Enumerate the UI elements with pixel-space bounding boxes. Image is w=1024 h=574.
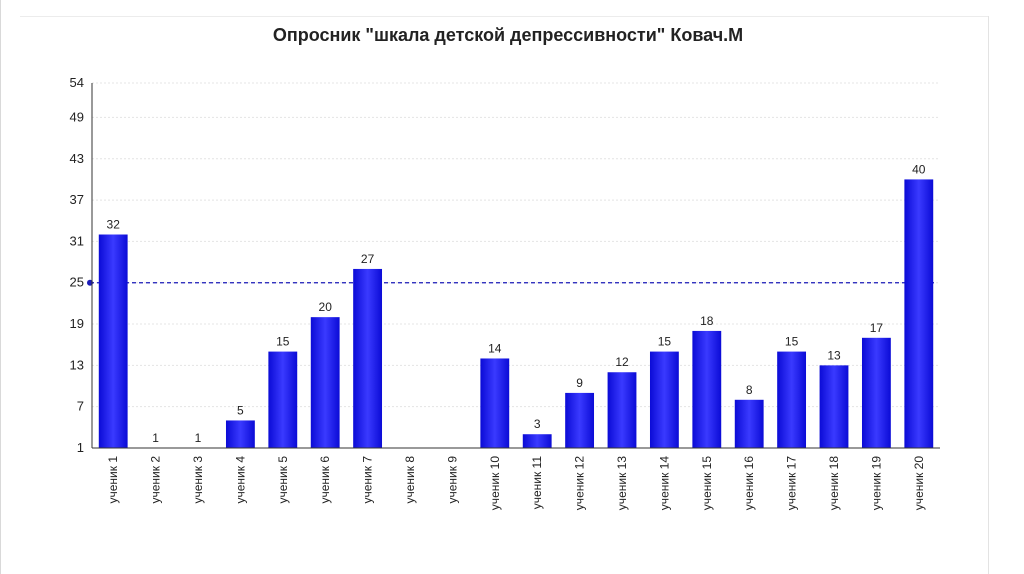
data-label: 17 <box>870 321 884 335</box>
y-tick-label: 1 <box>77 440 84 455</box>
x-tick-label: ученик 6 <box>318 456 332 504</box>
data-label: 27 <box>361 252 375 266</box>
bar <box>819 365 849 448</box>
data-label: 40 <box>912 162 926 176</box>
x-tick-label: ученик 20 <box>912 456 926 511</box>
y-tick-label: 54 <box>70 75 84 90</box>
x-tick-label: ученик 7 <box>361 456 375 504</box>
axes <box>91 83 940 449</box>
y-tick-label: 37 <box>70 192 84 207</box>
bar <box>353 268 383 448</box>
x-tick-label: ученик 1 <box>106 456 120 504</box>
x-tick-label: ученик 17 <box>785 456 799 511</box>
bar <box>734 399 764 448</box>
data-label: 3 <box>534 417 541 431</box>
x-tick-label: ученик 2 <box>149 456 163 504</box>
x-tick-label: ученик 4 <box>233 456 247 504</box>
frame-border-right <box>988 16 989 574</box>
y-tick-label: 13 <box>70 357 84 372</box>
data-label: 20 <box>319 300 333 314</box>
data-label: 12 <box>615 355 629 369</box>
x-tick-label: ученик 11 <box>530 456 544 510</box>
y-tick-labels: 1 7 13 19 25 31 37 43 49 54 <box>70 75 84 455</box>
y-tick-label: 7 <box>77 399 84 414</box>
x-tick-label: ученик 8 <box>403 456 417 504</box>
bar <box>480 358 510 448</box>
bar <box>861 337 891 448</box>
bars <box>98 179 934 448</box>
data-label: 1 <box>195 431 202 445</box>
data-label: 8 <box>746 383 753 397</box>
gridlines <box>92 82 940 449</box>
x-tick-label: ученик 5 <box>276 456 290 504</box>
bar <box>98 234 128 448</box>
data-label: 1 <box>152 431 159 445</box>
data-label: 15 <box>658 335 672 349</box>
x-tick-label: ученик 18 <box>827 456 841 511</box>
bar <box>268 351 298 448</box>
x-tick-label: ученик 9 <box>445 456 459 504</box>
bar <box>777 351 807 448</box>
data-label: 9 <box>576 376 583 390</box>
x-tick-label: ученик 15 <box>700 456 714 511</box>
bar <box>310 317 340 448</box>
data-label: 32 <box>107 218 121 232</box>
bar <box>522 434 552 448</box>
y-tick-label: 43 <box>70 151 84 166</box>
data-label: 15 <box>785 335 799 349</box>
x-tick-label: ученик 13 <box>615 456 629 511</box>
y-tick-label: 19 <box>70 316 84 331</box>
chart-title: Опросник "шкала детской депрессивности" … <box>273 25 743 45</box>
x-tick-label: ученик 10 <box>488 456 502 511</box>
data-label: 15 <box>276 335 290 349</box>
y-tick-label: 25 <box>70 275 84 290</box>
x-tick-label: ученик 16 <box>742 456 756 511</box>
data-label: 14 <box>488 341 502 355</box>
x-tick-label: ученик 3 <box>191 456 205 504</box>
x-tick-label: ученик 12 <box>573 456 587 511</box>
y-tick-label: 31 <box>70 233 84 248</box>
x-tick-label: ученик 19 <box>869 456 883 511</box>
bar <box>904 179 934 448</box>
bar <box>692 330 722 448</box>
data-label: 5 <box>237 403 244 417</box>
bar <box>649 351 679 448</box>
x-tick-label: ученик 14 <box>657 456 671 511</box>
y-tick-label: 49 <box>70 109 84 124</box>
data-label: 18 <box>700 314 714 328</box>
bar <box>607 372 637 448</box>
data-label: 13 <box>827 348 841 362</box>
bar <box>565 392 595 448</box>
x-tick-labels: ученик 1 ученик 2 ученик 3 ученик 4 ученик 5… <box>106 456 926 511</box>
frame-border-top <box>20 16 988 17</box>
bar <box>225 420 255 448</box>
frame-border-left <box>0 0 1 574</box>
